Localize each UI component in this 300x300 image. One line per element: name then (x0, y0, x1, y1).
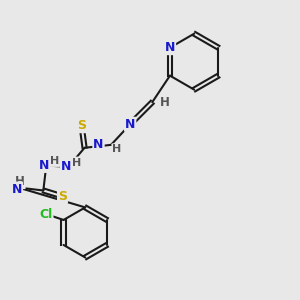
Text: N: N (93, 138, 104, 151)
Text: H: H (72, 158, 81, 167)
Text: S: S (77, 119, 86, 132)
Text: N: N (61, 160, 71, 173)
Text: H: H (15, 175, 25, 188)
Text: N: N (165, 41, 175, 54)
Text: H: H (112, 144, 122, 154)
Text: N: N (39, 159, 49, 172)
Text: N: N (12, 182, 22, 196)
Text: S: S (58, 190, 67, 203)
Text: H: H (50, 156, 59, 166)
Text: Cl: Cl (39, 208, 52, 220)
Text: N: N (125, 118, 135, 131)
Text: H: H (160, 96, 170, 109)
